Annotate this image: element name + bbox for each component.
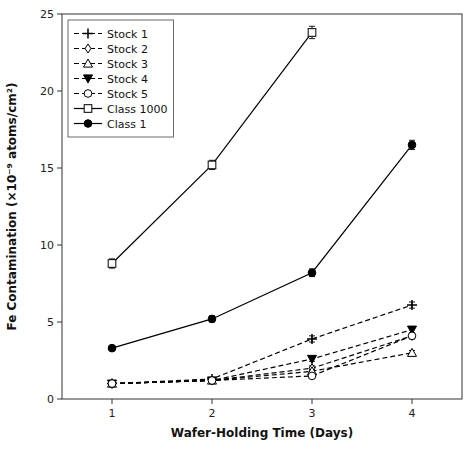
legend-item: Stock 1 (74, 28, 148, 41)
series (108, 140, 416, 352)
error-bar (309, 26, 315, 38)
axes: 1 2 3 4 0 5 10 15 20 25 (40, 8, 462, 420)
legend-item: Class 1000 (74, 103, 167, 116)
data-point (208, 161, 216, 169)
legend-item: Stock 4 (74, 73, 148, 86)
y-tick-label: 5 (47, 316, 54, 329)
data-point (409, 331, 415, 340)
data-point (408, 141, 416, 149)
data-point (208, 377, 216, 385)
data-point (308, 355, 317, 363)
series-line (112, 336, 412, 384)
series (107, 300, 417, 389)
data-point (407, 300, 417, 310)
x-tick-label: 2 (209, 407, 216, 420)
plot-frame (62, 14, 462, 399)
series-line (112, 305, 412, 384)
data-point (108, 380, 116, 388)
y-tick-label: 25 (40, 8, 54, 21)
legend-label: Class 1 (107, 118, 146, 131)
legend-label: Stock 4 (107, 73, 148, 86)
legend-label: Stock 1 (107, 28, 148, 41)
legend-box (68, 20, 173, 137)
data-point (307, 334, 317, 344)
legend-marker (84, 120, 92, 128)
y-tick (57, 91, 62, 92)
y-tick (57, 245, 62, 246)
legend-item: Stock 3 (74, 58, 148, 71)
series (109, 331, 415, 388)
x-tick (212, 399, 213, 404)
data-point (108, 344, 116, 352)
y-tick (57, 168, 62, 169)
data-point (209, 376, 215, 385)
data-point (308, 29, 316, 37)
legend-label: Stock 5 (107, 88, 148, 101)
x-tick-label: 1 (109, 407, 116, 420)
data-point (108, 380, 117, 388)
legend-item: Stock 5 (74, 88, 148, 101)
legend-label: Class 1000 (107, 103, 167, 116)
y-tick (57, 14, 62, 15)
y-tick-label: 15 (40, 162, 54, 175)
data-point (208, 315, 216, 323)
x-tick (312, 399, 313, 404)
error-bar (209, 160, 215, 169)
data-point (108, 260, 116, 268)
data-point (107, 379, 117, 389)
legend-label: Stock 3 (107, 58, 148, 71)
data-point (408, 332, 416, 340)
legend-marker (84, 90, 92, 98)
error-bar (109, 259, 115, 268)
y-tick-label: 0 (47, 393, 54, 406)
legend-marker (84, 105, 92, 113)
x-tick (112, 399, 113, 404)
data-point (308, 269, 316, 277)
legend-marker (84, 59, 93, 67)
error-bar (409, 140, 415, 149)
legend-marker (85, 44, 91, 53)
error-bar (309, 269, 315, 277)
x-tick-label: 4 (409, 407, 416, 420)
legend-marker (84, 75, 93, 83)
chart: 1 2 3 4 0 5 10 15 20 25 Wafer-Holding Time (Days) F… (0, 0, 474, 449)
legend-item: Class 1 (74, 118, 146, 131)
y-tick (57, 322, 62, 323)
x-tick (412, 399, 413, 404)
legend-item: Stock 2 (74, 43, 148, 56)
series (108, 348, 417, 387)
error-bar (409, 333, 415, 339)
plot-background (62, 14, 462, 399)
y-tick (57, 399, 62, 400)
y-axis-label: Fe Contamination (×10⁻⁹ atoms/cm²) (5, 83, 19, 331)
series-line (112, 145, 412, 348)
error-bar (209, 316, 215, 322)
data-point (207, 374, 217, 384)
series-line (112, 353, 412, 384)
data-point (208, 376, 217, 384)
series-line (112, 330, 412, 384)
y-tick-label: 10 (40, 239, 54, 252)
series (108, 332, 416, 387)
legend-label: Stock 2 (107, 43, 148, 56)
data-point (108, 379, 117, 387)
x-axis-label: Wafer-Holding Time (Days) (171, 426, 353, 440)
y-tick-label: 20 (40, 85, 54, 98)
data-point (308, 372, 316, 380)
legend: Stock 1 Stock 2 Stock 3 Stock 4 Stock 5 Class… (68, 20, 173, 137)
data-point (109, 379, 115, 388)
x-tick-label: 3 (309, 407, 316, 420)
data-point (408, 348, 417, 356)
data-point (208, 377, 217, 385)
legend-marker (83, 29, 93, 39)
